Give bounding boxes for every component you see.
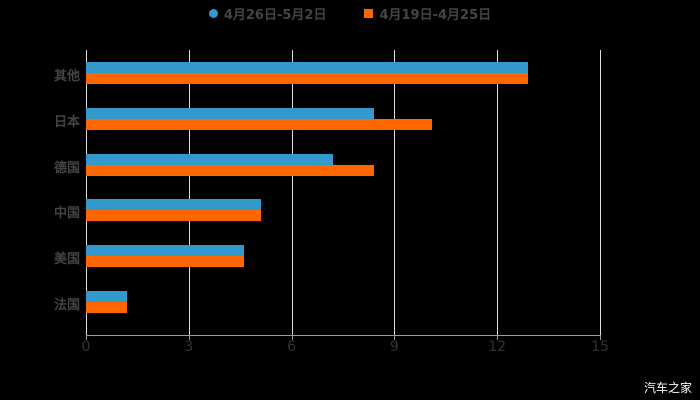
y-category-label: 法国 <box>53 298 80 313</box>
legend: 4月26日-5月2日 4月19日-4月25日 <box>0 4 700 23</box>
x-tick-label: 0 <box>81 339 91 355</box>
axis-tick <box>497 335 499 340</box>
bar[interactable] <box>86 107 374 119</box>
gridline <box>497 50 499 335</box>
gridline <box>600 50 601 335</box>
legend-label: 4月26日-5月2日 <box>223 8 327 23</box>
x-tick-label: 3 <box>184 339 194 355</box>
legend-circle-icon <box>208 9 218 18</box>
watermark: 汽车之家 <box>643 381 692 395</box>
axis-tick <box>188 335 190 340</box>
gridline <box>86 50 87 335</box>
bar[interactable] <box>86 199 261 211</box>
bar[interactable] <box>86 73 529 84</box>
bar[interactable] <box>86 118 433 130</box>
y-category-label: 美国 <box>53 252 80 268</box>
bar[interactable] <box>86 164 374 176</box>
gridline <box>188 50 190 335</box>
y-category-label: 中国 <box>53 206 80 222</box>
legend-item-series-2[interactable]: 4月19日-4月25日 <box>364 4 491 23</box>
x-axis <box>86 335 600 336</box>
bar[interactable] <box>86 62 529 73</box>
y-category-label: 日本 <box>53 114 80 130</box>
legend-item-series-1[interactable]: 4月26日-5月2日 <box>208 4 327 23</box>
y-category-label: 其他 <box>53 69 80 84</box>
axis-tick <box>600 335 601 340</box>
bar[interactable] <box>86 256 244 268</box>
y-category-label: 德国 <box>53 160 80 176</box>
gridline <box>291 50 293 335</box>
x-tick-label: 6 <box>287 339 297 355</box>
bar[interactable] <box>86 210 261 222</box>
bar[interactable] <box>86 302 128 313</box>
x-tick-label: 9 <box>389 339 399 355</box>
bar[interactable] <box>86 291 128 302</box>
x-tick-label: 15 <box>591 339 609 355</box>
bar[interactable] <box>86 245 244 257</box>
plot-area <box>86 50 601 340</box>
bar[interactable] <box>86 153 333 165</box>
gridline <box>394 50 396 335</box>
legend-square-icon <box>364 9 374 18</box>
axis-tick <box>394 335 396 340</box>
legend-label: 4月19日-4月25日 <box>379 8 492 23</box>
axis-tick <box>86 335 87 340</box>
x-tick-label: 12 <box>488 339 507 355</box>
axis-tick <box>291 335 293 340</box>
